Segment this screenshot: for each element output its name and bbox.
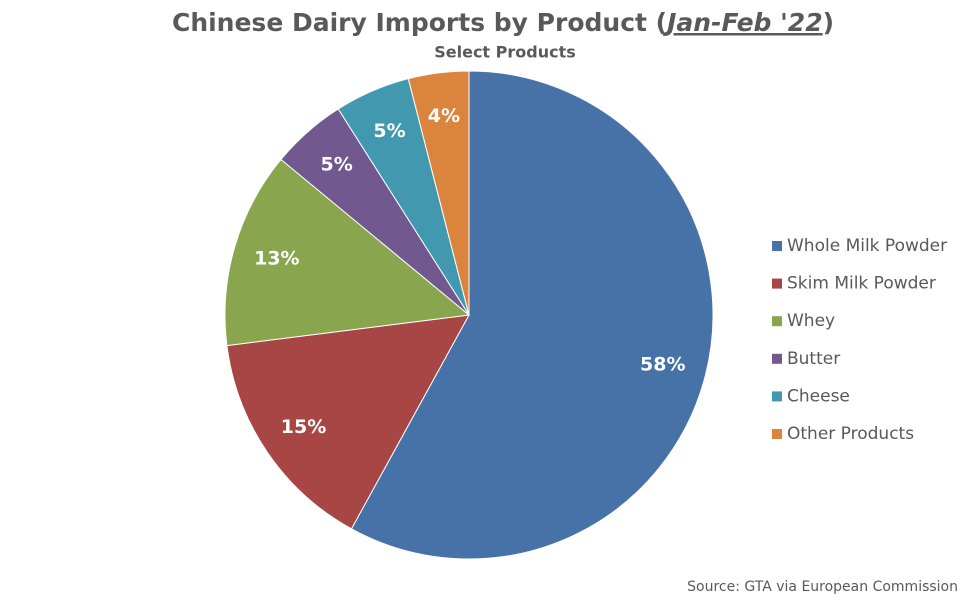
legend-label: Whey <box>787 311 835 331</box>
pie-slice <box>350 70 714 560</box>
pie-slice <box>226 314 470 530</box>
title-part: Jan-Feb '22 <box>662 8 822 37</box>
data-label: 5% <box>321 153 353 175</box>
legend-label: Whole Milk Powder <box>787 236 947 256</box>
legend-swatch <box>772 278 782 289</box>
pie-slice <box>224 158 471 347</box>
title-part: ) <box>823 8 834 37</box>
data-label: 4% <box>428 105 460 127</box>
legend-swatch <box>772 241 782 251</box>
data-label: 58% <box>640 353 685 375</box>
legend-label: Skim Milk Powder <box>787 274 936 294</box>
legend-label: Other Products <box>787 424 914 444</box>
title-part: Chinese Dairy Imports by Product ( <box>172 8 667 37</box>
data-label: 5% <box>373 120 405 142</box>
data-label: 15% <box>281 416 326 438</box>
chart-title: Chinese Dairy Imports by Product (Jan-Fe… <box>172 8 834 37</box>
source-note: Source: GTA via European Commission <box>687 579 958 595</box>
chart-subtitle: Select Products <box>434 43 576 62</box>
data-label: 13% <box>254 248 299 270</box>
legend-swatch <box>772 316 782 327</box>
legend-swatch <box>772 353 782 364</box>
pie-slice <box>407 70 470 316</box>
legend-swatch <box>772 391 782 402</box>
legend-label: Butter <box>787 349 840 369</box>
legend-swatch <box>772 429 782 439</box>
legend-label: Cheese <box>787 386 850 406</box>
